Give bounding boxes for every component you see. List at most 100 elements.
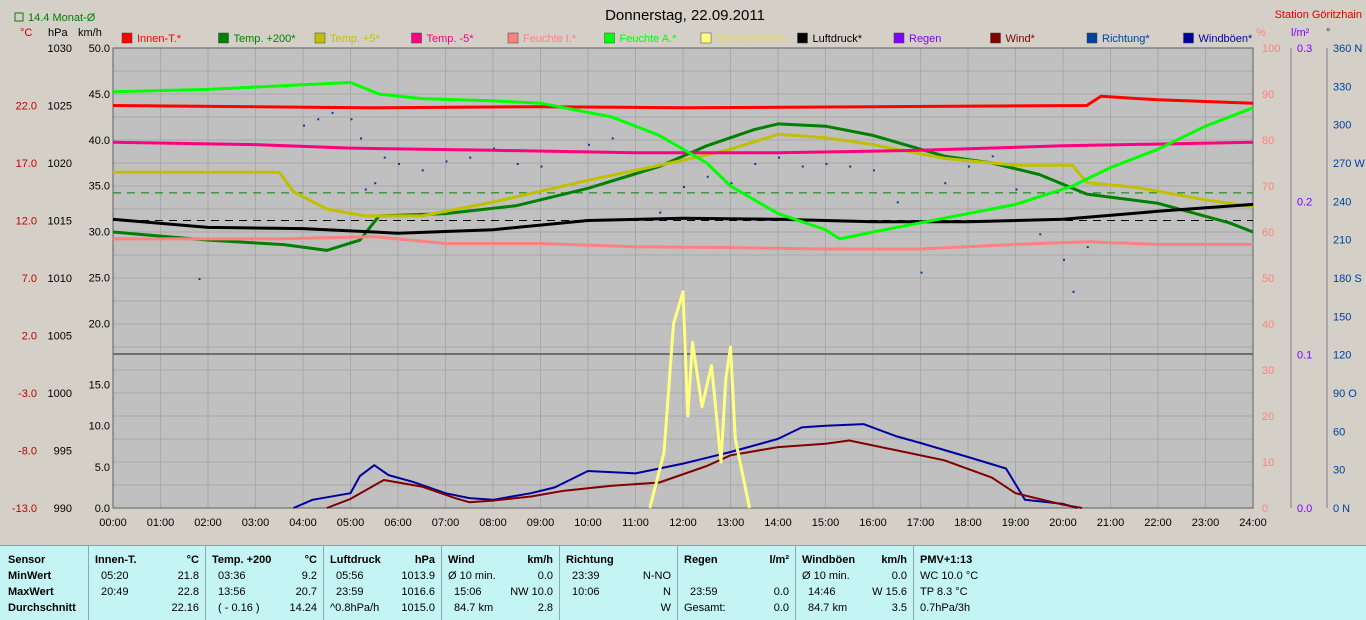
pct-axis-label: 30 bbox=[1262, 365, 1274, 377]
direction-point bbox=[730, 182, 733, 185]
pct-axis-label: 60 bbox=[1262, 227, 1274, 239]
legend-label: Temp. -5* bbox=[427, 33, 475, 45]
regen-total-label: Gesamt: bbox=[684, 602, 726, 614]
grid-lines bbox=[112, 47, 1254, 509]
legend-swatch bbox=[507, 32, 519, 44]
direction-point bbox=[317, 118, 320, 121]
legend-label: Feuchte A.* bbox=[620, 33, 678, 45]
boeen-unit: km/h bbox=[881, 554, 907, 566]
deg-axis-label: 150 bbox=[1333, 311, 1351, 323]
x-tick-label: 10:00 bbox=[574, 517, 602, 529]
innen-unit: °C bbox=[186, 554, 199, 566]
unit-lm2: l/m² bbox=[1291, 27, 1310, 39]
legend-label: Windböen* bbox=[1199, 33, 1254, 45]
direction-point bbox=[1039, 233, 1042, 236]
legend-swatch bbox=[218, 32, 229, 44]
direction-point bbox=[374, 182, 377, 185]
lm2-axis-label: 0.1 bbox=[1297, 350, 1312, 362]
kmh-axis-label: 20.0 bbox=[89, 318, 110, 330]
innen-min-value: 21.8 bbox=[177, 570, 199, 582]
lm2-axis-label: 0.2 bbox=[1297, 196, 1312, 208]
x-tick-label: 19:00 bbox=[1002, 517, 1030, 529]
x-tick-label: 01:00 bbox=[147, 517, 175, 529]
series-line-temp200 bbox=[112, 122, 1254, 252]
station-name: Station Göritzhain bbox=[1275, 9, 1362, 21]
legend-swatch bbox=[121, 32, 133, 44]
x-tick-label: 08:00 bbox=[479, 517, 507, 529]
druck-trend: ^0.8hPa/h bbox=[330, 602, 380, 614]
pmv-title: PMV+1:13 bbox=[920, 554, 973, 566]
deg-axis-label: 270 W bbox=[1333, 158, 1365, 170]
column-pmv: PMV+1:13 WC 10.0 °C TP 8.3 °C 0.7hPa/3h bbox=[914, 546, 1024, 620]
pct-axis-label: 0 bbox=[1262, 503, 1268, 515]
hpa-axis-label: 1030 bbox=[48, 43, 72, 55]
hpa-axis-label: 1010 bbox=[48, 273, 72, 285]
richtung-min-time: 23:39 bbox=[572, 570, 600, 582]
legend-swatch bbox=[797, 32, 808, 44]
lm2-axis-label: 0.3 bbox=[1297, 43, 1312, 55]
innen-max-value: 22.8 bbox=[177, 586, 199, 598]
direction-point bbox=[1086, 246, 1089, 249]
direction-point bbox=[360, 137, 362, 140]
direction-point bbox=[383, 156, 386, 159]
pmv-windchill: WC 10.0 °C bbox=[920, 570, 979, 582]
direction-point bbox=[198, 278, 201, 280]
temp-title: Temp. +200 bbox=[212, 554, 272, 566]
column-windboeen: Windböen km/h Ø 10 min. 0.0 14:46 W 15.6… bbox=[796, 546, 914, 620]
column-wind: Wind km/h Ø 10 min. 0.0 15:06 NW 10.0 84… bbox=[442, 546, 560, 620]
direction-point bbox=[659, 211, 662, 214]
direction-point bbox=[516, 163, 519, 165]
x-tick-label: 18:00 bbox=[954, 517, 982, 529]
legend-swatch bbox=[1183, 32, 1194, 44]
direction-point bbox=[920, 271, 923, 274]
direction-point bbox=[398, 163, 400, 165]
wind-max-time: 15:06 bbox=[454, 586, 482, 598]
deg-axis-label: 120 bbox=[1333, 350, 1351, 362]
innen-max-time: 20:49 bbox=[101, 586, 129, 598]
direction-point bbox=[778, 156, 780, 159]
regen-unit: l/m² bbox=[769, 554, 789, 566]
x-tick-label: 02:00 bbox=[194, 517, 222, 529]
column-temp: Temp. +200 °C 03:36 9.2 13:56 20.7 ( - 0… bbox=[206, 546, 324, 620]
monthly-avg: 14.4 Monat-Ø bbox=[28, 12, 96, 24]
direction-point bbox=[683, 186, 685, 188]
temp-max-time: 13:56 bbox=[218, 586, 246, 598]
temp-axis-label: -13.0 bbox=[12, 503, 37, 515]
x-tick-label: 22:00 bbox=[1144, 517, 1172, 529]
direction-point bbox=[588, 143, 590, 146]
direction-point bbox=[968, 165, 970, 168]
deg-axis-label: 360 N bbox=[1333, 43, 1362, 55]
series-line-innent bbox=[112, 94, 1254, 110]
direction-point bbox=[825, 163, 828, 165]
unit-degree: ° bbox=[1326, 27, 1330, 39]
temp-avg: 14.24 bbox=[289, 602, 317, 614]
direction-point bbox=[754, 163, 757, 165]
druck-max-time: 23:59 bbox=[336, 586, 364, 598]
legend-swatch bbox=[604, 32, 615, 44]
temp-axis-label: -3.0 bbox=[18, 388, 37, 400]
boeen-avg: 3.5 bbox=[891, 602, 907, 614]
x-tick-label: 12:00 bbox=[669, 517, 697, 529]
boeen-max-value: W 15.6 bbox=[872, 586, 907, 598]
direction-point bbox=[991, 155, 994, 158]
direction-point bbox=[1063, 258, 1065, 261]
legend-label: Richtung* bbox=[1102, 33, 1150, 45]
deg-axis-label: 330 bbox=[1333, 81, 1351, 93]
summary-table: Sensor MinWert MaxWert Durchschnitt Inne… bbox=[0, 545, 1366, 620]
row-labels-column: Sensor MinWert MaxWert Durchschnitt bbox=[0, 546, 89, 620]
legend-label: Wind* bbox=[1006, 33, 1036, 45]
x-tick-label: 11:00 bbox=[622, 517, 649, 529]
temp-min-time: 03:36 bbox=[218, 570, 246, 582]
pct-axis-label: 40 bbox=[1262, 319, 1274, 331]
deg-axis-label: 300 bbox=[1333, 120, 1351, 132]
deg-axis-label: 210 bbox=[1333, 235, 1351, 247]
x-tick-label: 14:00 bbox=[764, 517, 792, 529]
temp-max-value: 20.7 bbox=[295, 586, 317, 598]
hpa-axis-label: 1005 bbox=[48, 331, 72, 343]
wind-title: Wind bbox=[448, 554, 475, 566]
wind-max-value: NW 10.0 bbox=[510, 586, 553, 598]
direction-point bbox=[801, 165, 804, 168]
pmv-dewpoint: TP 8.3 °C bbox=[920, 586, 968, 598]
hpa-axis-label: 1000 bbox=[48, 388, 72, 400]
unit-hpa: hPa bbox=[48, 27, 68, 39]
